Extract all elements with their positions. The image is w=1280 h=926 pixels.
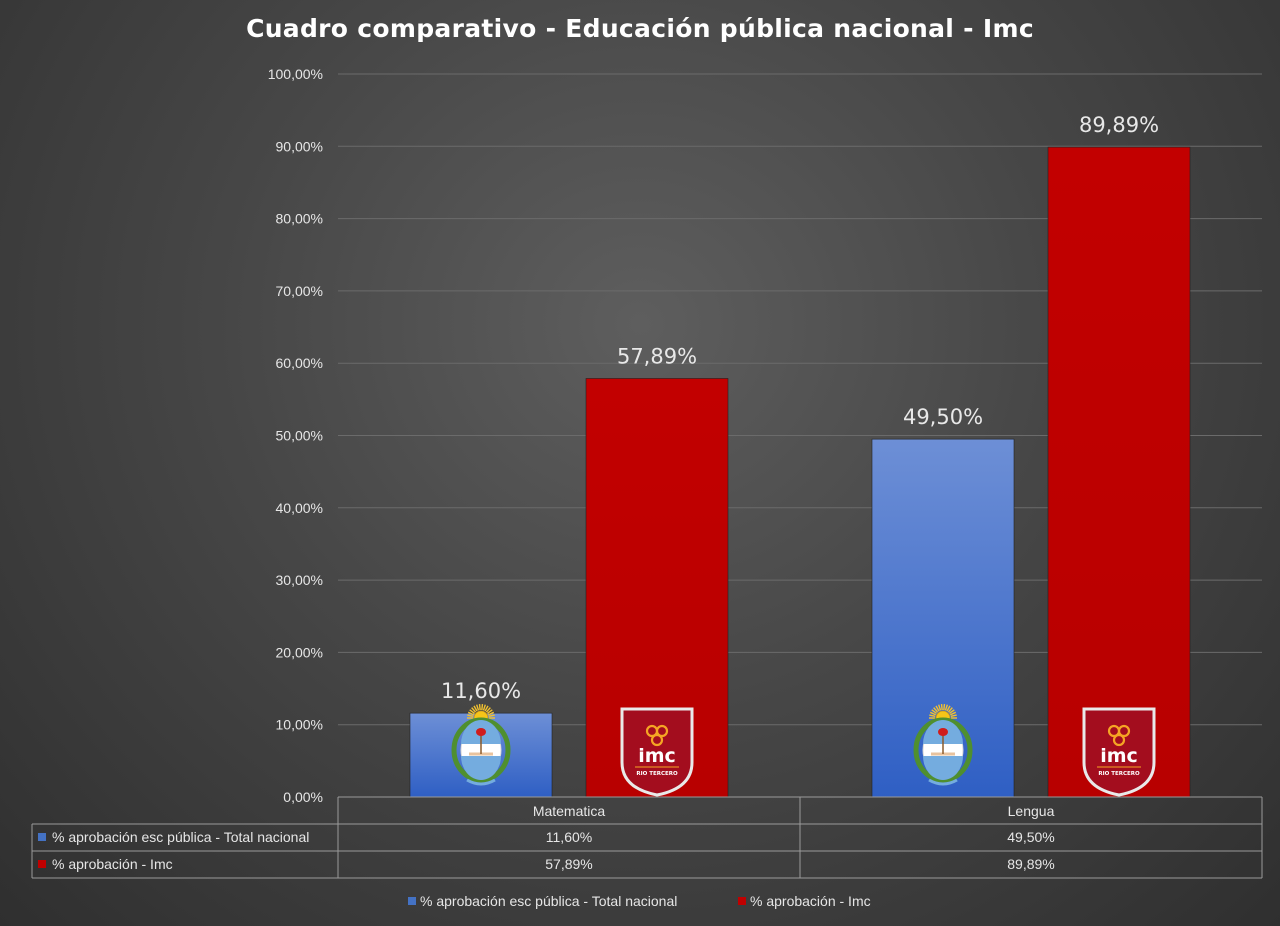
y-tick-label: 30,00% <box>276 572 323 588</box>
y-tick-label: 100,00% <box>268 66 323 82</box>
legend-key <box>408 897 416 905</box>
table-cell: 49,50% <box>1007 829 1054 845</box>
chart-title: Cuadro comparativo - Educación pública n… <box>246 14 1034 43</box>
y-tick-label: 20,00% <box>276 644 323 660</box>
legend-key <box>738 897 746 905</box>
data-label: 89,89% <box>1079 113 1159 137</box>
argentina-coat-of-arms-icon <box>451 704 511 786</box>
y-tick-label: 40,00% <box>276 500 323 516</box>
y-tick-label: 0,00% <box>283 789 323 805</box>
imc-logo-place: RIO TERCERO <box>1098 771 1140 777</box>
table-cell: 89,89% <box>1007 856 1054 872</box>
y-tick-label: 10,00% <box>276 717 323 733</box>
data-table: Matematica Lengua % aprobación esc pública… <box>31 796 1263 879</box>
data-labels: 11,60% 57,89% 49,50% 89,89% <box>441 113 1159 703</box>
imc-logo-text: imc <box>1100 745 1138 767</box>
y-axis-ticks: 0,00% 10,00% 20,00% 30,00% 40,00% 50,00% 60,00… <box>268 66 323 805</box>
table-cell: 11,60% <box>546 829 592 845</box>
table-series-name: % aprobación - Imc <box>52 856 173 872</box>
imc-logo-text: imc <box>638 745 676 767</box>
table-category-header: Lengua <box>1008 803 1055 819</box>
imc-rio-tercero-shield-icon: imc RIO TERCERO <box>620 707 694 797</box>
bar-icons: imc RIO TERCERO imc RIO TERCERO <box>451 704 1156 797</box>
table-legend-key <box>38 833 46 841</box>
table-category-header: Matematica <box>533 803 606 819</box>
y-tick-label: 80,00% <box>276 211 323 227</box>
y-tick-label: 60,00% <box>276 355 323 371</box>
bar-imc-lengua <box>1047 146 1191 798</box>
y-tick-label: 90,00% <box>276 138 323 154</box>
legend: % aprobación esc pública - Total naciona… <box>408 893 871 909</box>
legend-label: % aprobación esc pública - Total naciona… <box>420 893 677 909</box>
y-tick-label: 70,00% <box>276 283 323 299</box>
table-series-name: % aprobación esc pública - Total naciona… <box>52 829 309 845</box>
data-label: 49,50% <box>903 405 983 429</box>
imc-logo-place: RIO TERCERO <box>636 771 678 777</box>
y-tick-label: 50,00% <box>276 428 323 444</box>
table-cell: 57,89% <box>545 856 592 872</box>
bars <box>409 146 1191 798</box>
argentina-coat-of-arms-icon <box>913 704 973 786</box>
data-label: 57,89% <box>617 344 697 368</box>
table-legend-key <box>38 860 46 868</box>
imc-rio-tercero-shield-icon: imc RIO TERCERO <box>1082 707 1156 797</box>
legend-label: % aprobación - Imc <box>750 893 871 909</box>
data-label: 11,60% <box>441 679 521 703</box>
